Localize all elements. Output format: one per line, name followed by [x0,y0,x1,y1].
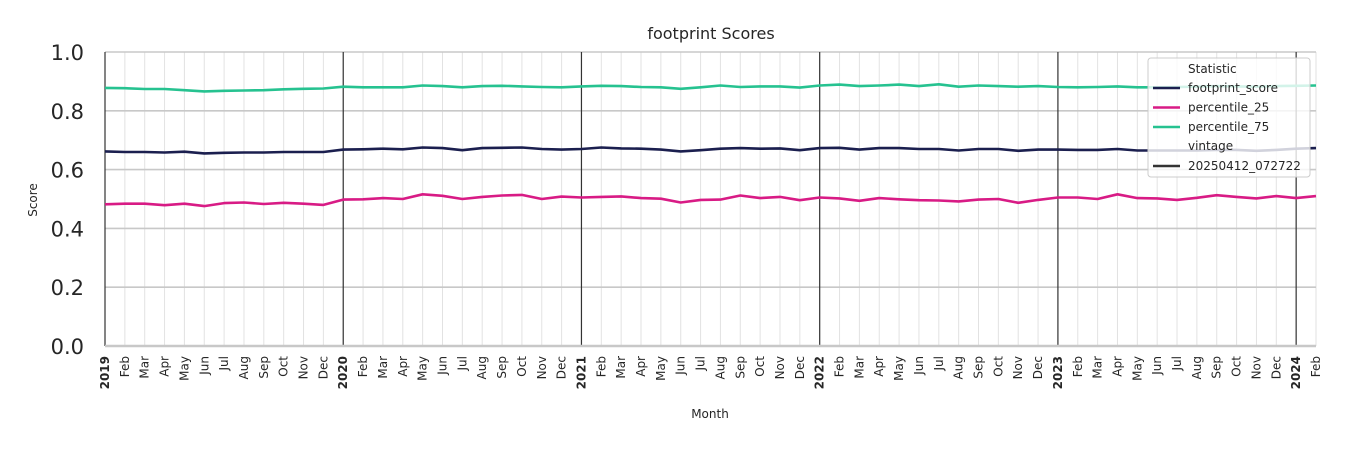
x-tick-label: Sep [1210,356,1224,379]
x-tick-label: Sep [257,356,271,379]
x-tick-label: Aug [952,356,966,379]
x-tick-label: Apr [872,356,886,377]
legend-item-label: percentile_75 [1188,120,1269,134]
x-tick-label: Nov [297,356,311,379]
x-tick-label: Mar [138,356,152,379]
x-tick-label: Oct [753,356,767,377]
x-tick-label: Jun [435,356,449,376]
legend-item-label: footprint_score [1188,81,1278,95]
x-tick-label: Feb [1309,356,1323,377]
x-tick-label: Feb [833,356,847,377]
x-tick-label: 2021 [574,356,588,389]
x-tick-label: Dec [316,356,330,379]
x-tick-label: Feb [1071,356,1085,377]
x-tick-label: Nov [535,356,549,379]
legend-title: Statistic [1188,62,1237,76]
x-tick-label: Dec [555,356,569,379]
legend-item-label: percentile_25 [1188,101,1269,115]
x-tick-label: Dec [793,356,807,379]
x-tick-label: Jul [1170,356,1184,371]
x-tick-label: Dec [1269,356,1283,379]
x-tick-label: 2024 [1289,356,1303,389]
x-tick-label: 2019 [98,356,112,389]
y-tick-label: 0.6 [51,159,84,183]
x-tick-label: Oct [277,356,291,377]
x-tick-label: May [177,356,191,381]
x-tick-label: May [654,356,668,381]
series-footprint-score [104,146,1317,155]
chart-title: footprint Scores [647,24,774,43]
x-tick-label: Mar [614,356,628,379]
y-tick-label: 1.0 [51,41,84,65]
x-tick-label: Apr [396,356,410,377]
x-tick-label: Apr [158,356,172,377]
x-tick-label: Jun [912,356,926,376]
x-tick-label: Jun [1150,356,1164,376]
x-axis-ticks: 2019 Feb Mar Apr May Jun Jul Aug Sep Oct Nov Dec 202… [98,356,1323,390]
x-tick-label: Aug [713,356,727,379]
x-tick-label: May [416,356,430,381]
x-tick-label: Jun [197,356,211,376]
x-tick-label: Feb [356,356,370,377]
series-percentile-25 [104,193,1317,208]
x-tick-label: Sep [495,356,509,379]
series-percentile-75 [104,83,1317,93]
legend-box [1147,57,1311,178]
x-tick-label: Mar [376,356,390,379]
x-tick-label: Nov [773,356,787,379]
x-tick-label: 2020 [336,356,350,389]
x-axis-label: Month [691,407,729,421]
x-tick-label: Apr [634,356,648,377]
x-tick-label: Dec [1031,356,1045,379]
y-tick-label: 0.2 [51,276,84,300]
x-tick-label: Oct [515,356,529,377]
x-tick-label: Oct [991,356,1005,377]
y-tick-label: 0.0 [51,335,84,359]
x-tick-label: Aug [1190,356,1204,379]
y-axis-ticks: 0.0 0.2 0.4 0.6 0.8 1.0 [51,41,84,359]
y-tick-label: 0.4 [51,217,84,241]
y-tick-label: 0.8 [51,100,84,124]
x-tick-label: Sep [972,356,986,379]
x-tick-label: Apr [1110,356,1124,377]
x-tick-label: Nov [1249,356,1263,379]
x-tick-label: Feb [594,356,608,377]
x-tick-label: Oct [1230,356,1244,377]
y-axis-label: Score [26,183,40,217]
x-tick-label: 2023 [1051,356,1065,389]
x-tick-label: Sep [733,356,747,379]
data-series [104,83,1317,208]
axes [104,52,1316,348]
x-tick-label: Jun [674,356,688,376]
x-tick-label: Aug [237,356,251,379]
legend-vintage-label: 20250412_072722 [1188,159,1301,173]
legend: Statistic footprint_score percentile_25pe… [1147,57,1311,178]
x-tick-label: Jul [217,356,231,371]
x-tick-label: May [1130,356,1144,381]
x-tick-label: 2022 [813,356,827,389]
x-tick-label: Jul [694,356,708,371]
x-tick-label: Mar [1091,356,1105,379]
x-tick-label: Jul [455,356,469,371]
x-tick-label: Feb [118,356,132,377]
x-tick-label: Mar [852,356,866,379]
x-tick-label: Aug [475,356,489,379]
x-tick-label: Jul [932,356,946,371]
x-tick-label: Nov [1011,356,1025,379]
legend-subtitle: vintage [1188,139,1233,153]
x-tick-label: May [892,356,906,381]
